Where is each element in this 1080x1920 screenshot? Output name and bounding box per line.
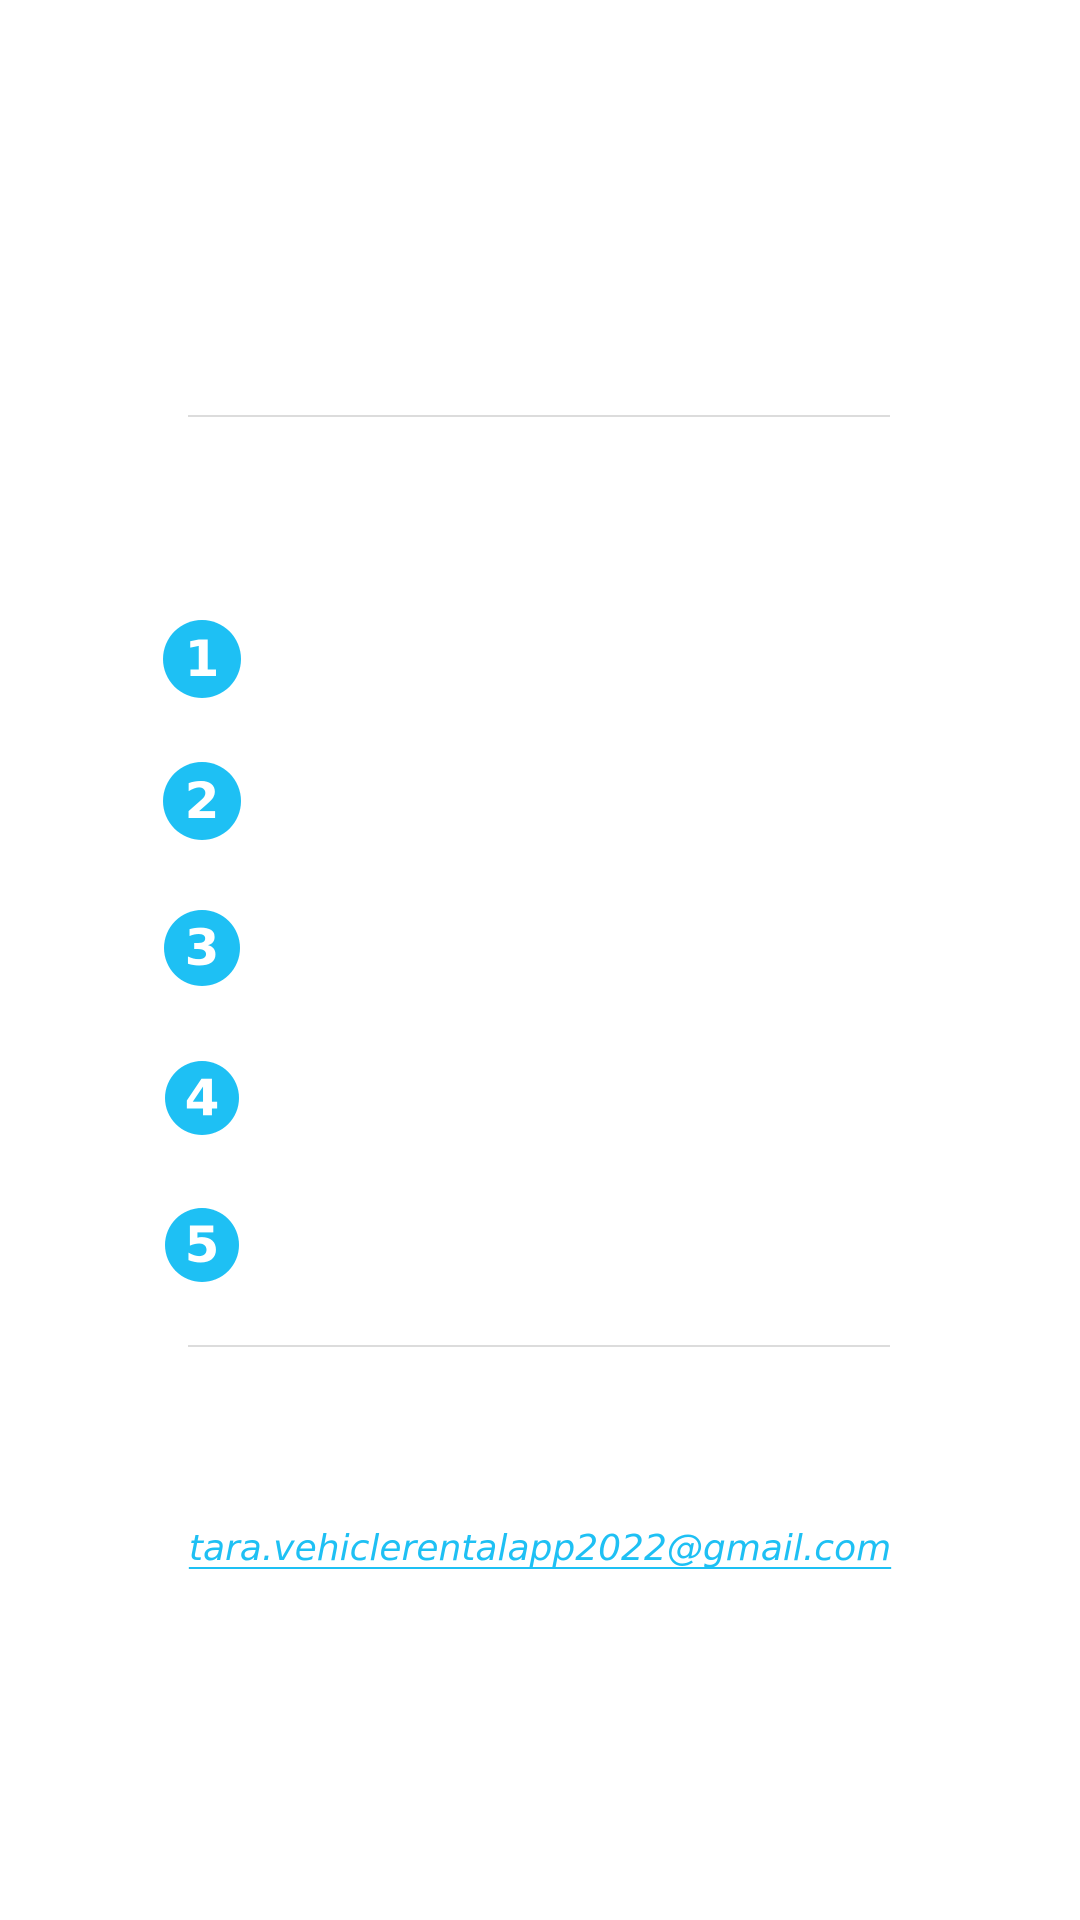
- step-number-badge: 1: [163, 620, 241, 698]
- step-2: 2: [163, 762, 241, 840]
- step-5: 5: [165, 1208, 239, 1282]
- step-number-badge: 5: [165, 1208, 239, 1282]
- step-number-badge: 3: [164, 910, 240, 986]
- step-number-badge: 2: [163, 762, 241, 840]
- step-3: 3: [164, 910, 240, 986]
- bottom-divider: [188, 1345, 890, 1347]
- step-1: 1: [163, 620, 241, 698]
- step-4: 4: [165, 1061, 239, 1135]
- top-divider: [188, 415, 890, 417]
- contact-email-link[interactable]: tara.vehiclerentalapp2022@gmail.com: [188, 1528, 892, 1569]
- step-number-badge: 4: [165, 1061, 239, 1135]
